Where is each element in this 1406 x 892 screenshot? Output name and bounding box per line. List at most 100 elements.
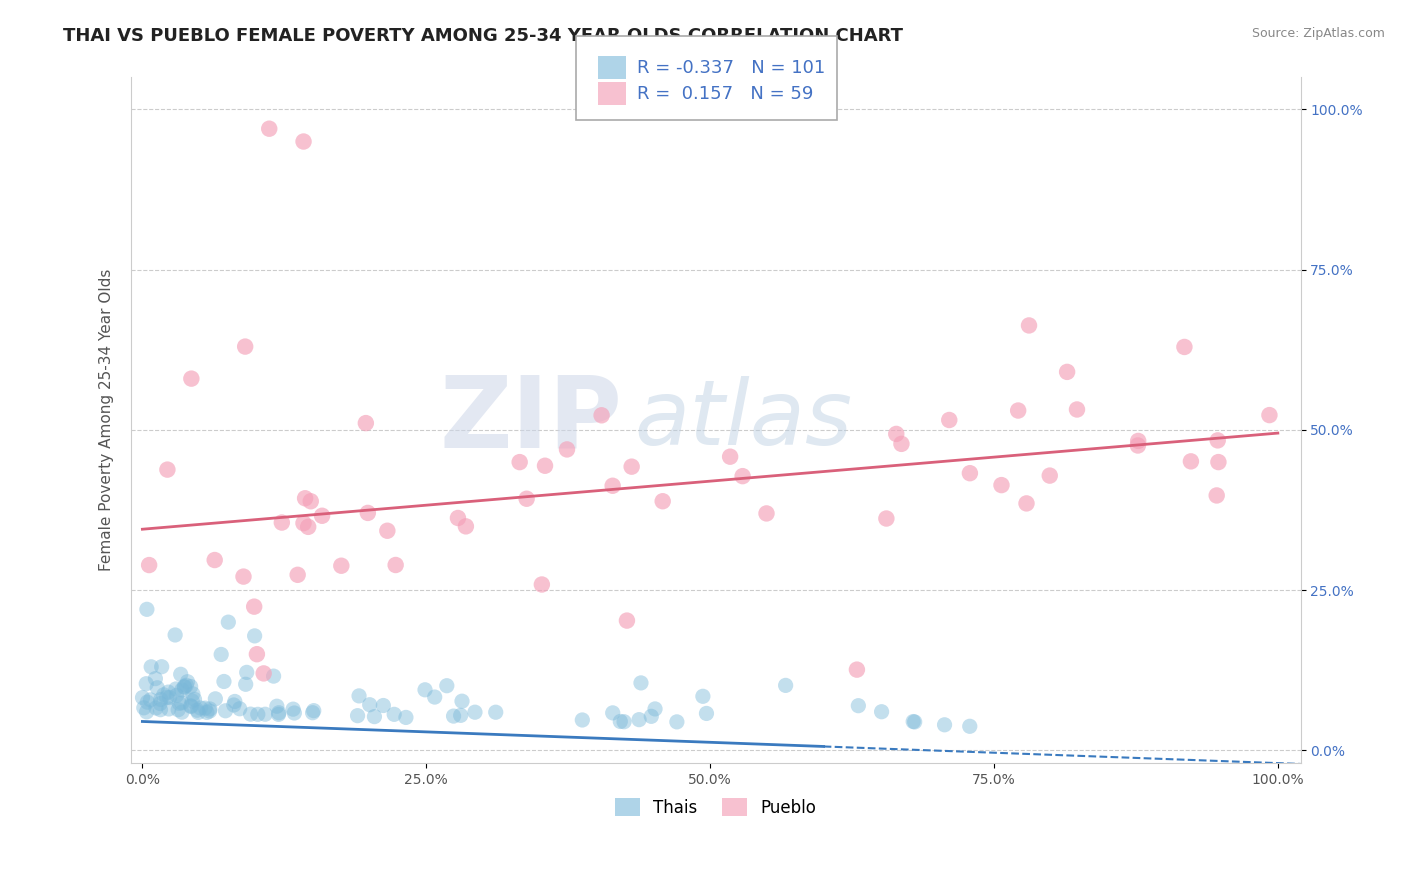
Point — [243, 629, 266, 643]
Point — [263, 669, 285, 683]
Point — [884, 426, 907, 441]
Point — [139, 693, 162, 707]
Point — [198, 702, 221, 716]
Point — [145, 672, 167, 686]
Point — [270, 516, 292, 530]
Point — [232, 569, 254, 583]
Point — [204, 553, 226, 567]
Point — [233, 340, 256, 354]
Point — [190, 701, 212, 715]
Point — [283, 706, 305, 720]
Text: R = -0.337   N = 101: R = -0.337 N = 101 — [637, 59, 825, 77]
Point — [692, 690, 714, 704]
Point — [149, 692, 172, 706]
Point — [516, 491, 538, 506]
Point — [183, 692, 205, 706]
Text: atlas: atlas — [634, 376, 852, 464]
Point — [534, 458, 557, 473]
Point — [138, 558, 160, 572]
Point — [591, 409, 613, 423]
Point — [731, 469, 754, 483]
Point — [152, 688, 174, 702]
Point — [180, 371, 202, 385]
Point — [938, 413, 960, 427]
Point — [209, 648, 232, 662]
Point — [1066, 402, 1088, 417]
Point — [156, 690, 179, 705]
Point — [166, 689, 188, 703]
Point — [167, 697, 190, 711]
Point — [1258, 408, 1281, 422]
Point — [181, 687, 204, 701]
Point — [186, 703, 208, 717]
Point — [132, 701, 155, 715]
Point — [775, 678, 797, 692]
Point — [176, 674, 198, 689]
Point — [170, 696, 193, 710]
Point — [395, 710, 418, 724]
Point — [375, 524, 398, 538]
Point — [180, 699, 202, 714]
Point — [224, 694, 246, 708]
Point — [294, 491, 316, 506]
Point — [159, 690, 181, 705]
Point — [149, 697, 172, 711]
Point — [555, 442, 578, 457]
Point — [145, 701, 167, 715]
Point — [257, 121, 280, 136]
Point — [187, 706, 209, 720]
Point — [1007, 403, 1029, 417]
Point — [602, 706, 624, 720]
Legend: Thais, Pueblo: Thais, Pueblo — [609, 791, 824, 823]
Point — [174, 678, 197, 692]
Point — [170, 682, 193, 697]
Point — [1208, 455, 1230, 469]
Text: ZIP: ZIP — [439, 372, 623, 469]
Point — [718, 450, 741, 464]
Point — [235, 665, 257, 680]
Point — [934, 718, 956, 732]
Point — [509, 455, 531, 469]
Point — [959, 719, 981, 733]
Point — [359, 698, 381, 712]
Point — [165, 628, 187, 642]
Point — [135, 676, 157, 690]
Point — [1126, 438, 1149, 452]
Point — [292, 516, 315, 531]
Point — [299, 494, 322, 508]
Point — [630, 676, 652, 690]
Point — [347, 689, 370, 703]
Point — [180, 680, 202, 694]
Point — [530, 577, 553, 591]
Point — [131, 690, 153, 705]
Text: Source: ZipAtlas.com: Source: ZipAtlas.com — [1251, 27, 1385, 40]
Point — [165, 681, 187, 696]
Point — [267, 707, 290, 722]
Point — [1180, 454, 1202, 468]
Point — [640, 709, 662, 723]
Point — [454, 519, 477, 533]
Point — [436, 679, 458, 693]
Point — [413, 682, 436, 697]
Point — [156, 462, 179, 476]
Point — [170, 667, 193, 681]
Point — [301, 706, 323, 720]
Point — [173, 679, 195, 693]
Point — [204, 691, 226, 706]
Point — [1128, 434, 1150, 448]
Point — [443, 709, 465, 723]
Point — [141, 660, 163, 674]
Point — [194, 701, 217, 715]
Point — [890, 437, 912, 451]
Point — [135, 602, 157, 616]
Point — [616, 614, 638, 628]
Point — [239, 707, 262, 722]
Point — [1056, 365, 1078, 379]
Point — [146, 681, 169, 695]
Point — [1206, 434, 1229, 448]
Point — [266, 699, 288, 714]
Point — [198, 704, 221, 718]
Point — [602, 479, 624, 493]
Point — [447, 511, 470, 525]
Point — [1039, 468, 1062, 483]
